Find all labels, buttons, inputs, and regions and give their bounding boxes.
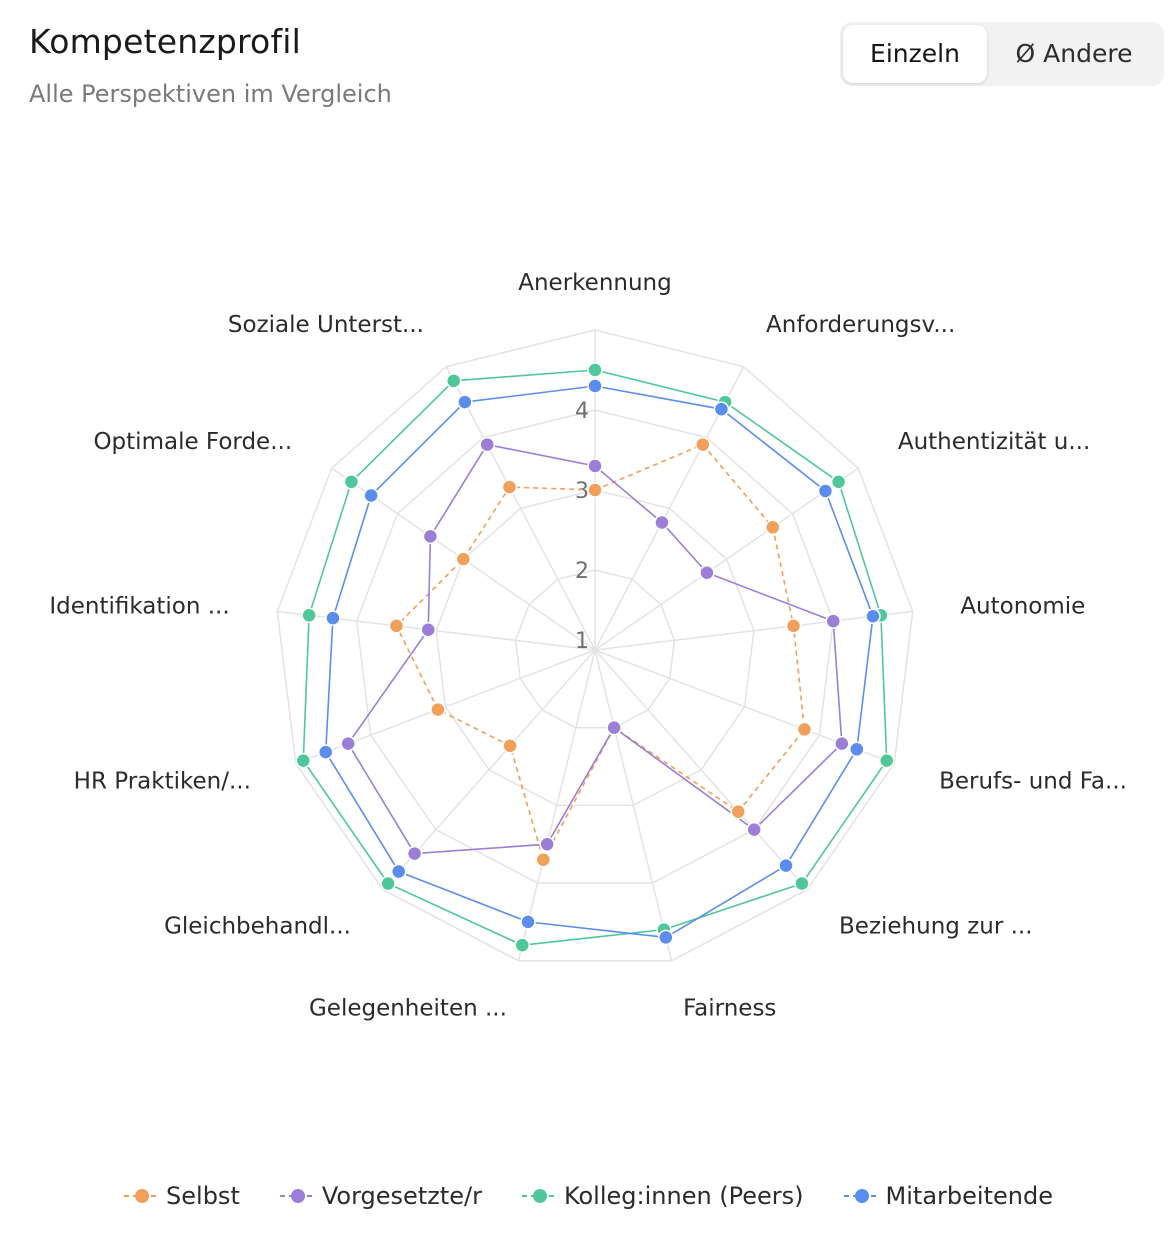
tick-label: 1 bbox=[575, 629, 589, 654]
data-point bbox=[699, 564, 715, 581]
data-point bbox=[778, 857, 794, 874]
grid-ring bbox=[435, 489, 755, 807]
data-point bbox=[457, 394, 473, 410]
legend-label: Selbst bbox=[166, 1182, 240, 1210]
axis-label: Fairness bbox=[683, 995, 776, 1021]
data-point bbox=[343, 474, 360, 490]
data-point bbox=[849, 741, 865, 758]
data-point bbox=[587, 378, 603, 394]
data-point bbox=[325, 610, 341, 626]
axis-label: Authentizität u... bbox=[898, 429, 1090, 455]
grid-ring bbox=[355, 409, 835, 884]
data-point bbox=[587, 362, 603, 378]
series-line bbox=[347, 443, 843, 855]
axis-label: Optimale Forde... bbox=[93, 429, 292, 455]
data-point bbox=[654, 514, 670, 531]
data-point bbox=[520, 914, 536, 930]
data-point bbox=[445, 373, 462, 389]
axis-label: Autonomie bbox=[960, 594, 1085, 620]
data-point bbox=[713, 401, 730, 417]
data-point bbox=[317, 744, 334, 760]
data-point bbox=[340, 735, 356, 752]
data-point bbox=[535, 851, 552, 868]
data-point bbox=[587, 458, 603, 474]
data-point bbox=[730, 803, 746, 820]
grid-spoke bbox=[594, 649, 808, 891]
axis-label: Anforderungsv... bbox=[766, 312, 955, 338]
grid-spoke bbox=[445, 366, 596, 651]
tick-label: 2 bbox=[575, 559, 589, 584]
legend-item[interactable]: Kolleg:innen (Peers) bbox=[520, 1182, 804, 1210]
data-point bbox=[388, 618, 405, 634]
legend-label: Mitarbeitende bbox=[885, 1182, 1053, 1210]
data-point bbox=[658, 929, 674, 946]
data-point bbox=[834, 735, 850, 752]
data-point bbox=[479, 436, 495, 453]
tick-label: 4 bbox=[575, 399, 589, 424]
axis-label: Gelegenheiten ... bbox=[309, 995, 507, 1021]
page-title: Kompetenzprofil bbox=[29, 22, 301, 61]
grid-spoke bbox=[594, 610, 913, 651]
data-point bbox=[825, 613, 842, 629]
grid-spoke bbox=[295, 649, 596, 765]
series-line bbox=[324, 385, 874, 939]
legend-item[interactable]: Mitarbeitende bbox=[842, 1182, 1053, 1210]
data-point bbox=[695, 436, 711, 453]
data-point bbox=[295, 752, 312, 769]
data-point bbox=[765, 519, 781, 536]
legend-item[interactable]: Selbst bbox=[122, 1182, 240, 1210]
grid-spoke bbox=[517, 649, 596, 961]
legend-label: Vorgesetzte/r bbox=[321, 1182, 482, 1210]
data-point bbox=[406, 845, 423, 862]
axis-label: Identifikation ... bbox=[49, 594, 229, 620]
data-point bbox=[455, 551, 472, 567]
data-point bbox=[830, 474, 847, 490]
chart-legend: Selbst Vorgesetzte/r Kolleg:innen (Peers) M… bbox=[0, 1182, 1175, 1210]
axis-label: Anerkennung bbox=[518, 270, 671, 296]
grid-spoke bbox=[594, 649, 673, 961]
axis-label: Soziale Unterst... bbox=[228, 312, 424, 338]
axis-label: Berufs- und Fa... bbox=[939, 768, 1127, 794]
tick-label: 3 bbox=[575, 479, 589, 504]
toggle-einzeln-button[interactable]: Einzeln bbox=[843, 25, 987, 83]
page-subtitle: Alle Perspektiven im Vergleich bbox=[29, 80, 392, 108]
data-point bbox=[785, 618, 802, 634]
toggle-andere-button[interactable]: Ø Andere bbox=[1015, 39, 1133, 68]
data-point bbox=[514, 937, 530, 953]
series-line bbox=[395, 443, 806, 862]
data-point bbox=[420, 621, 436, 638]
data-point bbox=[380, 875, 396, 892]
legend-marker-icon bbox=[843, 1189, 880, 1203]
data-point bbox=[796, 721, 813, 738]
axis-label: HR Praktiken/... bbox=[74, 768, 251, 794]
data-point bbox=[817, 483, 834, 499]
data-point bbox=[587, 482, 603, 498]
data-point bbox=[606, 719, 622, 736]
data-point bbox=[501, 479, 518, 495]
legend-marker-icon bbox=[124, 1189, 161, 1203]
series-line bbox=[302, 369, 888, 946]
data-point bbox=[539, 836, 555, 852]
data-point bbox=[390, 863, 407, 880]
data-point bbox=[502, 738, 518, 754]
grid-spoke bbox=[594, 467, 859, 651]
data-point bbox=[301, 607, 317, 624]
grid-ring bbox=[276, 329, 914, 962]
data-point bbox=[422, 528, 439, 545]
data-point bbox=[746, 821, 762, 838]
legend-marker-icon bbox=[279, 1189, 316, 1203]
radar-chart: 1 2 3 4 Anerkennung Anforderungsv... Authentiz… bbox=[49, 270, 1127, 1021]
axis-label: Beziehung zur ... bbox=[839, 913, 1033, 939]
grid-ring bbox=[514, 569, 676, 729]
data-point bbox=[430, 701, 446, 718]
legend-label: Kolleg:innen (Peers) bbox=[563, 1182, 804, 1210]
data-point bbox=[865, 608, 881, 624]
axis-label: Gleichbehandl... bbox=[164, 913, 351, 939]
data-point bbox=[878, 752, 895, 769]
data-point bbox=[794, 875, 810, 892]
legend-item[interactable]: Vorgesetzte/r bbox=[278, 1182, 482, 1210]
data-point bbox=[363, 487, 379, 504]
view-toggle: Einzeln Ø Andere bbox=[840, 22, 1164, 86]
legend-marker-icon bbox=[521, 1189, 558, 1203]
